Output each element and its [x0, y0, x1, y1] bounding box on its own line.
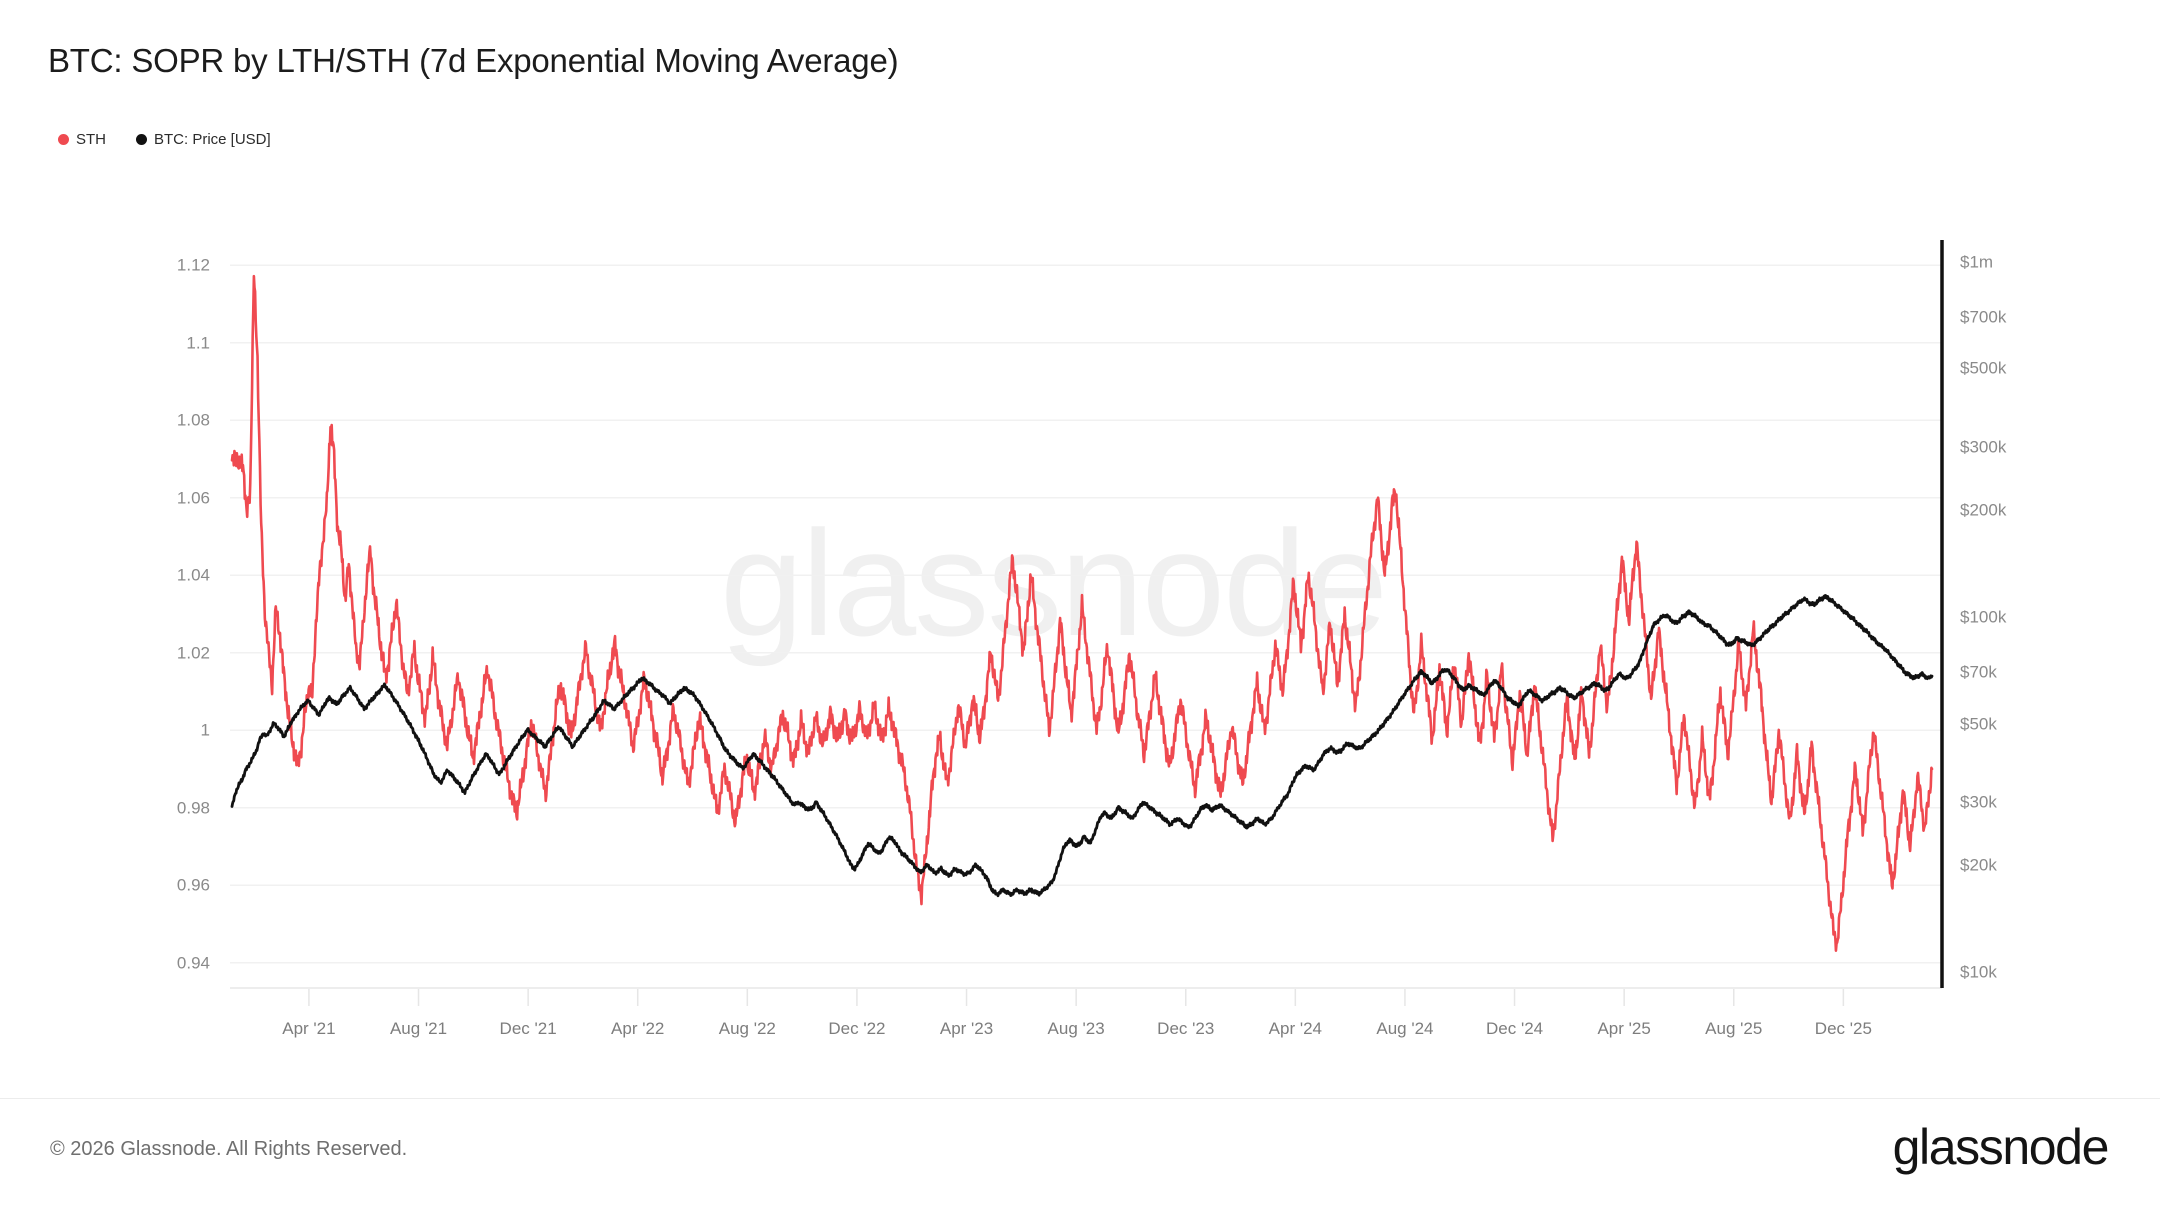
page-title: BTC: SOPR by LTH/STH (7d Exponential Mov…: [48, 42, 899, 79]
y-axis-right-tick-3: $50k: [1960, 714, 1997, 734]
y-axis-left-tick-4: 1.02: [176, 643, 210, 663]
y-axis-right-tick-2: $30k: [1960, 792, 1997, 812]
copyright-text: © 2026 Glassnode. All Rights Reserved.: [50, 1138, 408, 1160]
y-axis-left-tick-0: 0.94: [176, 953, 210, 973]
y-axis-left-tick-6: 1.06: [176, 488, 210, 508]
x-tick-marks: [308, 988, 1845, 1006]
y-axis-right-tick-8: $500k: [1960, 358, 2007, 378]
x-axis-tick-5: Dec '22: [828, 1019, 886, 1038]
x-axis-tick-10: Aug '24: [1376, 1019, 1434, 1038]
series-line-btc-price: [230, 594, 1934, 898]
grid-lines: [230, 264, 1942, 964]
y-axis-right-tick-6: $200k: [1960, 500, 2007, 520]
x-axis-tick-2: Dec '21: [499, 1019, 557, 1038]
x-axis-tick-4: Aug '22: [718, 1019, 776, 1038]
legend-item-btc-price[interactable]: BTC: Price [USD]: [136, 132, 271, 147]
y-axis-left-tick-8: 1.1: [186, 333, 210, 353]
series-group: [230, 274, 1934, 952]
x-axis-tick-3: Apr '22: [611, 1019, 665, 1038]
y-axis-right-tick-9: $700k: [1960, 307, 2007, 327]
series-line-sth: [230, 274, 1934, 952]
legend-label-btc-price: BTC: Price [USD]: [154, 130, 271, 148]
y-axis-right-tick-5: $100k: [1960, 607, 2007, 627]
x-axis-tick-12: Apr '25: [1597, 1019, 1651, 1038]
legend-dot-icon-sth: [58, 133, 69, 145]
legend-dot-icon-btc-price: [136, 133, 147, 145]
x-axis-tick-8: Dec '23: [1157, 1019, 1215, 1038]
footer-divider: [0, 1098, 2160, 1099]
y-axis-left-tick-3: 1: [200, 720, 210, 740]
y-axis-left-tick-2: 0.98: [176, 798, 210, 818]
chart-legend: STH BTC: Price [USD]: [58, 128, 271, 150]
y-axis-left-tick-9: 1.12: [176, 255, 210, 275]
x-axis-tick-1: Aug '21: [389, 1019, 448, 1038]
y-axis-right-tick-7: $300k: [1960, 437, 2007, 457]
legend-item-sth[interactable]: STH: [58, 132, 106, 147]
x-axis-tick-13: Aug '25: [1705, 1019, 1763, 1038]
x-axis-tick-9: Apr '24: [1268, 1019, 1322, 1038]
y-axis-right-tick-4: $70k: [1960, 662, 1997, 682]
y-axis-left-tick-1: 0.96: [176, 875, 210, 895]
y-axis-right-tick-1: $20k: [1960, 855, 1997, 875]
x-axis-tick-7: Aug '23: [1047, 1019, 1105, 1038]
glassnode-logo: glassnode: [1892, 1119, 2110, 1175]
x-axis-tick-11: Dec '24: [1485, 1019, 1544, 1038]
x-axis-tick-6: Apr '23: [939, 1019, 994, 1038]
x-axis-tick-14: Dec '25: [1814, 1019, 1872, 1038]
legend-label-sth: STH: [76, 130, 106, 148]
x-axis-tick-0: Apr '21: [282, 1019, 336, 1038]
y-axis-left-tick-7: 1.08: [176, 410, 210, 430]
y-axis-left-tick-5: 1.04: [176, 565, 210, 585]
y-axis-right-tick-10: $1m: [1960, 252, 1994, 272]
y-axis-right-tick-0: $10k: [1960, 962, 1997, 982]
